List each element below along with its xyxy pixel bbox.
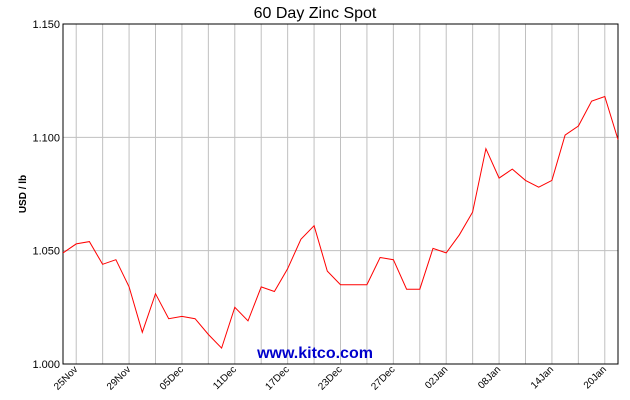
vertical-gridlines (75, 24, 606, 364)
x-tick-label: 05Dec (158, 364, 186, 392)
zinc-price-line (62, 95, 619, 350)
plot-border (62, 23, 619, 365)
x-tick-label: 29Nov (105, 364, 133, 392)
y-tick-label: 1.100 (32, 132, 60, 144)
x-tick-label: 08Jan (476, 364, 503, 391)
x-tick-label: 17Dec (264, 364, 292, 392)
y-tick-label: 1.150 (32, 19, 60, 31)
y-axis-label: USD / lb (18, 175, 29, 213)
x-tick-label: 23Dec (316, 364, 344, 392)
chart-title: 60 Day Zinc Spot (254, 5, 377, 22)
watermark: www.kitco.com (256, 345, 373, 362)
x-axis-ticks: 25Nov 29Nov 05Dec 11Dec 17Dec 23Dec 27Dec 02Jan… (52, 364, 609, 392)
x-tick-label: 14Jan (529, 364, 556, 391)
x-tick-label: 27Dec (369, 364, 397, 392)
x-tick-label: 20Jan (582, 364, 609, 391)
y-axis-ticks: 1.000 1.050 1.100 1.150 (32, 19, 60, 371)
y-tick-label: 1.050 (32, 246, 60, 258)
y-tick-label: 1.000 (32, 359, 60, 371)
x-tick-label: 02Jan (423, 364, 450, 391)
x-tick-label: 11Dec (211, 364, 239, 392)
